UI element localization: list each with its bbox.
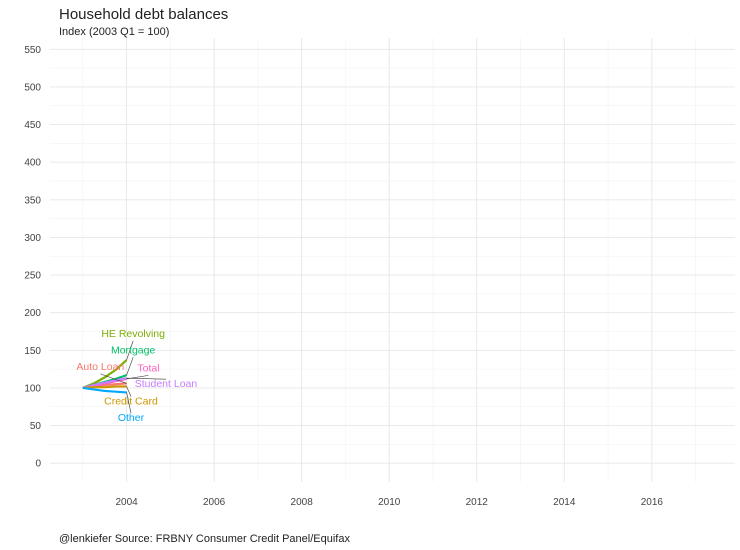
series-label: Auto Loan (76, 361, 124, 373)
x-tick-label: 2004 (115, 497, 138, 508)
label-leader (126, 357, 134, 376)
label-leader (126, 377, 166, 380)
label-leader (126, 386, 132, 397)
label-leader (100, 373, 127, 384)
series-label: Credit Card (104, 395, 158, 407)
y-tick-label: 0 (35, 459, 41, 470)
y-tick-label: 250 (24, 271, 41, 282)
y-axis-ticks: 0 50 100 150 200 250 300 350 400 450 500 550 (24, 45, 41, 470)
y-tick-label: 350 (24, 195, 41, 206)
series-label: Total (137, 362, 159, 374)
y-tick-label: 550 (24, 45, 41, 56)
x-tick-label: 2010 (378, 497, 401, 508)
series-label: Other (118, 412, 145, 424)
label-leader (126, 392, 132, 414)
y-tick-label: 400 (24, 158, 41, 169)
series-lines (82, 359, 128, 394)
x-tick-label: 2016 (641, 497, 664, 508)
y-tick-label: 500 (24, 82, 41, 93)
series-label: HE Revolving (101, 328, 165, 340)
series-labels: HE Revolving Mortgage Auto Loan Total Studen… (76, 328, 197, 424)
x-tick-label: 2014 (553, 497, 576, 508)
series-line (82, 385, 127, 390)
y-tick-label: 200 (24, 308, 41, 319)
x-tick-label: 2012 (466, 497, 489, 508)
series-line (82, 386, 127, 394)
x-tick-label: 2008 (291, 497, 314, 508)
series-label: Student Loan (135, 378, 198, 390)
chart-subtitle: Index (2003 Q1 = 100) (59, 26, 170, 38)
label-leader (126, 340, 134, 361)
series-label: Mortgage (111, 344, 156, 356)
y-tick-label: 100 (24, 383, 41, 394)
chart-caption: @lenkiefer Source: FRBNY Consumer Credit… (59, 533, 350, 545)
series-line (82, 377, 127, 389)
grid-lines (50, 38, 735, 482)
x-axis-ticks: 2004 2006 2008 2010 2012 2014 2016 (115, 497, 663, 508)
x-tick-label: 2006 (203, 497, 226, 508)
y-tick-label: 150 (24, 346, 41, 357)
y-tick-label: 300 (24, 233, 41, 244)
chart-title: Household debt balances (59, 6, 229, 23)
y-tick-label: 450 (24, 120, 41, 131)
y-tick-label: 50 (30, 421, 42, 432)
